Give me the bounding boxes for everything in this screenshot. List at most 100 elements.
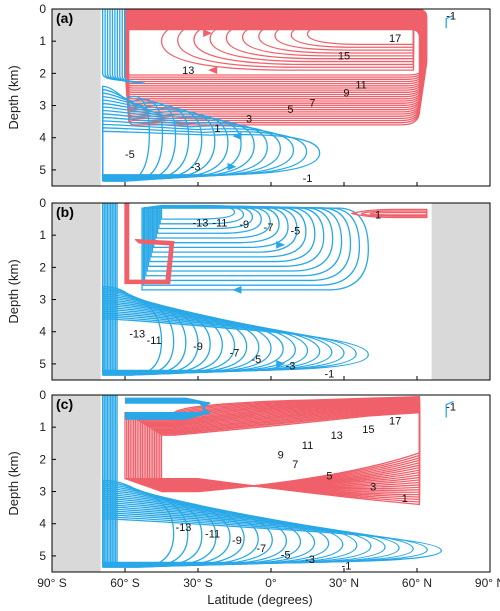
- contour-label: -13: [175, 522, 191, 534]
- streamline: [306, 22, 415, 46]
- streamline: [124, 9, 145, 84]
- y-tick-label: 1: [39, 420, 46, 434]
- streamline: [102, 106, 229, 179]
- contour-label: 1: [375, 209, 381, 221]
- contour-label: -9: [232, 535, 242, 547]
- contour-label: 11: [355, 80, 366, 92]
- flow-arrow: [232, 286, 242, 294]
- contour-label: -1: [446, 10, 456, 22]
- streamline: [143, 207, 352, 282]
- y-tick-label: 4: [39, 325, 46, 339]
- streamline: [142, 207, 361, 286]
- y-tick-label: 3: [39, 293, 46, 307]
- x-tick-label: 30° N: [329, 576, 359, 590]
- streamline: [102, 314, 345, 372]
- y-tick-label: 3: [39, 99, 46, 113]
- y-tick-label: 2: [39, 452, 46, 466]
- contour-label: -11: [212, 217, 227, 229]
- contour-label: 7: [292, 459, 298, 471]
- land-mask: [52, 395, 101, 572]
- streamline: [445, 14, 454, 29]
- contour-label: 11: [302, 440, 313, 452]
- contour-label: -7: [264, 222, 274, 234]
- y-axis-label: Depth (km): [6, 259, 21, 323]
- panel-3: 17 15 13 11 97 5 3 1 -1 -13 -11 -9 -7 -5 -3 -1 (c) 0 1 2 3 4 5…: [6, 388, 500, 590]
- contour-label: -9: [239, 219, 249, 231]
- contour-label: -1: [446, 401, 456, 413]
- y-tick-label: 0: [39, 196, 46, 210]
- x-tick-label: 30° S: [183, 576, 212, 590]
- contour-label: -3: [305, 554, 315, 566]
- contour-label: 9: [278, 450, 284, 462]
- y-tick-label: 2: [39, 260, 46, 274]
- streamline: [102, 92, 177, 181]
- land-mask: [52, 203, 101, 380]
- y-tick-label: 5: [39, 549, 46, 563]
- streamline: [102, 312, 333, 372]
- contour-label: -13: [129, 328, 145, 340]
- x-tick-label: 60° N: [402, 576, 432, 590]
- x-tick-label: 60° S: [110, 576, 139, 590]
- streamline: [102, 109, 242, 179]
- x-axis-label: Latitude (degrees): [207, 592, 313, 607]
- streamline: [102, 89, 164, 182]
- y-tick-label: 1: [39, 228, 46, 242]
- flow-arrow: [227, 162, 237, 171]
- x-tick-label: 0°: [265, 576, 277, 590]
- streamline: [128, 203, 171, 281]
- contour-label: 15: [362, 424, 374, 436]
- panel-tag: (b): [56, 204, 74, 220]
- contour-label: 1: [214, 123, 220, 135]
- streamline: [369, 212, 428, 216]
- panel-tag: (a): [56, 10, 73, 26]
- panel-1: 17 15 13 11 9 7 5 3 1 -1 -5 -3 -1 (a) 0 1 2 3 4 5 Depth (km): [6, 2, 491, 187]
- y-tick-label: 5: [39, 357, 46, 371]
- streamline: [141, 207, 369, 291]
- streamline: [102, 286, 163, 376]
- panel-tag: (c): [56, 396, 73, 412]
- streamline: [102, 123, 295, 177]
- streamline: [102, 491, 259, 567]
- contour-label: -5: [125, 149, 135, 161]
- contour-label: -11: [147, 335, 162, 347]
- contour-label: -3: [191, 162, 201, 174]
- contour-label: 17: [389, 33, 401, 45]
- streamline: [145, 206, 343, 277]
- flow-arrow: [208, 66, 218, 74]
- streamline: [102, 318, 369, 371]
- contour-label: 1: [402, 493, 408, 505]
- panel-2: 1-13 -11 -9 -7 -5-13-11-9-7-5-3-1(b)012345De…: [6, 196, 491, 381]
- contour-label: 17: [389, 416, 401, 428]
- contour-label: -11: [205, 528, 220, 540]
- y-tick-label: 1: [39, 34, 46, 48]
- flow-arrow: [276, 360, 286, 368]
- contour-label: -1: [303, 173, 313, 185]
- contour-label: -7: [230, 348, 240, 360]
- contour-label: -3: [286, 361, 296, 373]
- contour-label: -9: [193, 341, 203, 353]
- streamline: [150, 206, 307, 258]
- contour-label: 3: [370, 482, 376, 494]
- streamline: [102, 102, 216, 180]
- y-tick-label: 0: [39, 2, 46, 16]
- streamline: [127, 28, 421, 124]
- contour-label: -1: [325, 369, 335, 381]
- y-tick-label: 0: [39, 388, 46, 402]
- streamline: [102, 130, 321, 176]
- flow-arrow: [232, 132, 242, 140]
- y-tick-label: 5: [39, 163, 46, 177]
- contour-label: -7: [256, 543, 266, 555]
- contour-label: -1: [342, 561, 352, 573]
- y-tick-label: 3: [39, 485, 46, 499]
- streamline: [125, 402, 211, 414]
- streamline: [147, 206, 325, 267]
- contour-label: 5: [326, 470, 332, 482]
- plot-area: [52, 9, 454, 186]
- contour-label: -5: [281, 549, 291, 561]
- plot-area: [52, 203, 490, 380]
- y-tick-label: 2: [39, 66, 46, 80]
- x-tick-label: 90° N: [475, 576, 500, 590]
- contour-label: 13: [331, 430, 343, 442]
